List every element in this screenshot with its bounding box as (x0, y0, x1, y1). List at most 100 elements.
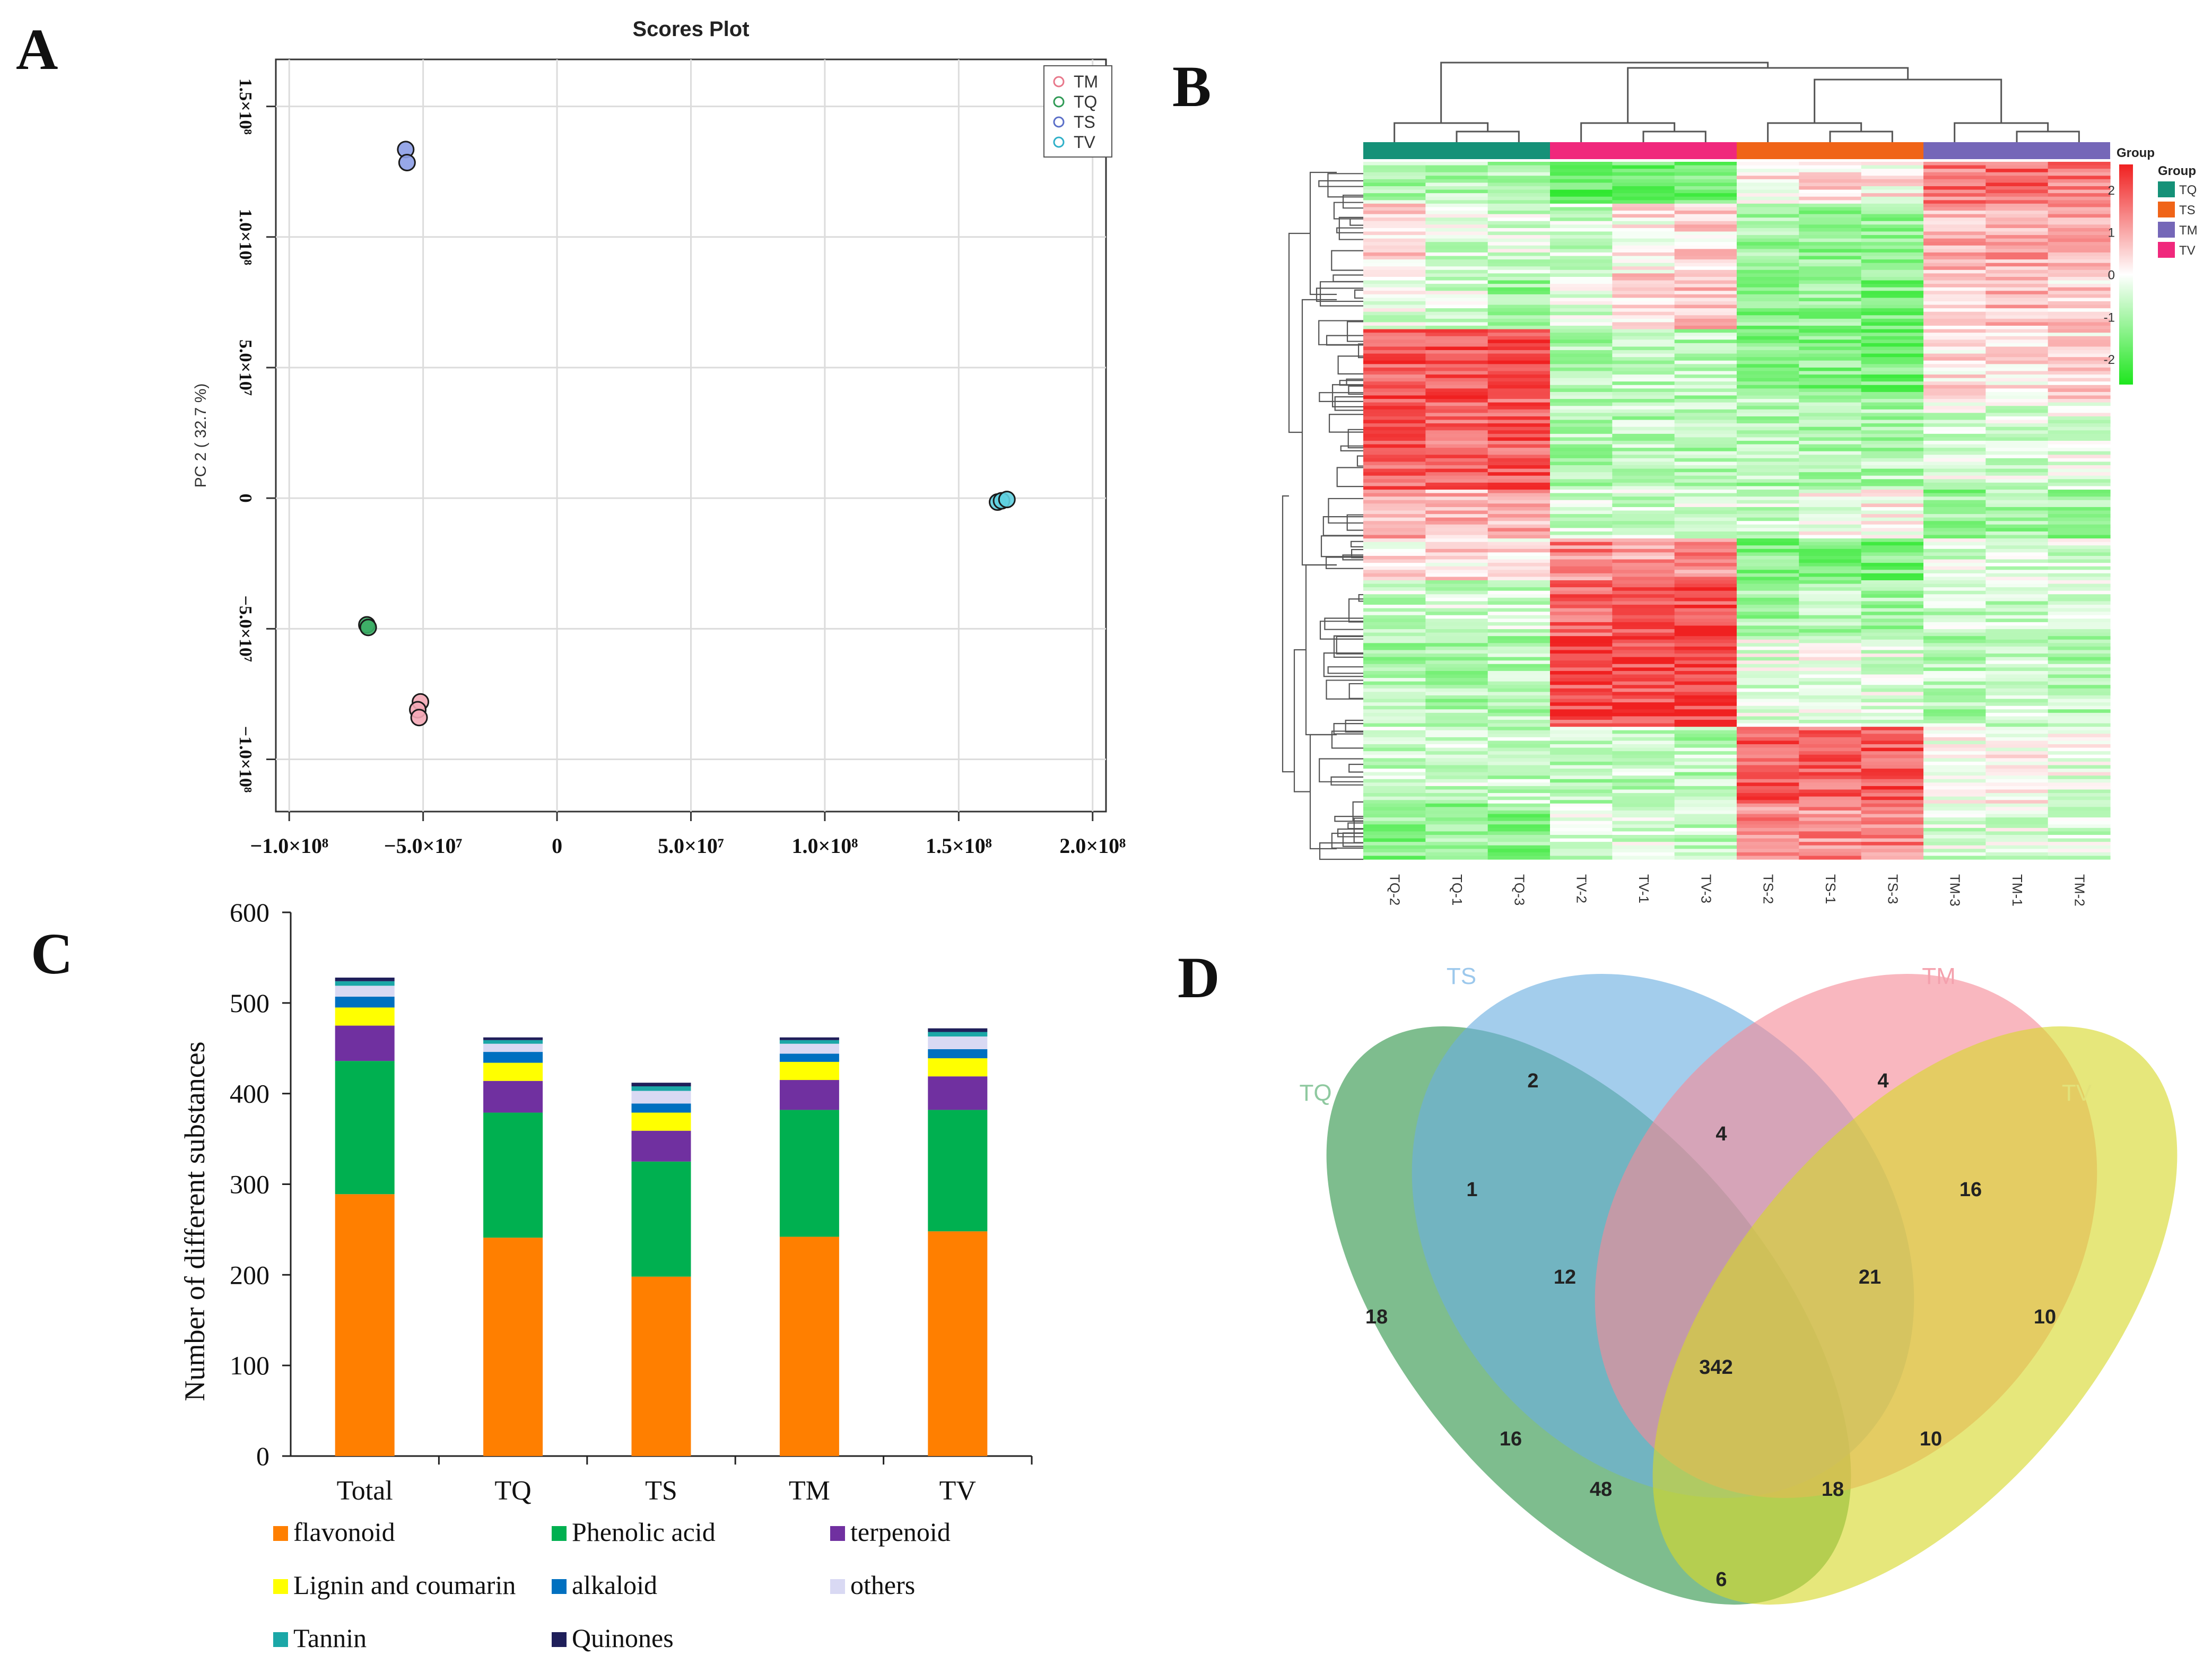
heatmap-cell (1861, 552, 1924, 556)
heatmap-cell (1923, 465, 1986, 469)
heatmap-cell (1985, 224, 2049, 229)
heatmap-cell (1487, 636, 1551, 640)
heatmap-cell (1487, 646, 1551, 651)
heatmap-cell (1923, 503, 1986, 508)
heatmap-cell (1923, 423, 1986, 428)
heatmap-cell (1985, 824, 2049, 829)
heatmap-cell (1425, 256, 1488, 260)
heatmap-cell (1674, 235, 1737, 239)
heatmap-cell (1985, 751, 2049, 755)
heatmap-cell (1674, 259, 1737, 264)
heatmap-cell (1799, 597, 1862, 602)
heatmap-cell (1799, 486, 1862, 490)
y-tick-label: 500 (230, 988, 269, 1018)
heatmap-cell (1923, 231, 1986, 236)
heatmap-cell (1799, 214, 1862, 218)
heatmap-cell (1985, 720, 2049, 724)
bar-segment-flavonoid (928, 1231, 988, 1456)
heatmap-cell (1923, 441, 1986, 445)
heatmap-cell (1425, 406, 1488, 410)
heatmap-cell (1985, 186, 2049, 190)
heatmap-cell (1612, 479, 1675, 483)
heatmap-cell (1737, 217, 1799, 222)
heatmap-cell (2048, 772, 2111, 776)
heatmap-cell (1363, 849, 1426, 853)
heatmap-cell (1487, 678, 1551, 682)
heatmap-cell (1737, 605, 1799, 609)
heatmap-cell (1923, 709, 1986, 713)
heatmap-cell (1550, 737, 1613, 742)
dendrogram-leaf (1340, 445, 1363, 451)
heatmap-cell (1923, 245, 1986, 249)
heatmap-cell (1612, 430, 1675, 434)
heatmap-cell (1861, 559, 1924, 563)
heatmap-cell (1737, 786, 1799, 790)
heatmap-cell (1674, 287, 1737, 291)
heatmap-cell (1674, 203, 1737, 208)
heatmap-cell (1985, 333, 2049, 337)
heatmap-cell (1425, 458, 1488, 463)
heatmap-cell (1612, 824, 1675, 829)
heatmap-cell (1985, 326, 2049, 330)
heatmap-cell (1861, 521, 1924, 525)
heatmap-cell (2048, 542, 2111, 546)
heatmap-cell (1612, 493, 1675, 497)
heatmap-cell (1923, 444, 1986, 448)
heatmap-cell (2048, 196, 2111, 201)
group-legend-swatch-tv (2158, 242, 2175, 258)
heatmap-cell (1737, 507, 1799, 511)
heatmap-cell (1425, 685, 1488, 689)
heatmap-cell (1612, 699, 1675, 703)
heatmap-cell (1363, 353, 1426, 358)
heatmap-cell (1799, 217, 1862, 222)
heatmap-cell (1425, 521, 1488, 525)
heatmap-cell (1363, 304, 1426, 309)
bar-segment-lignin-and-coumarin (928, 1058, 988, 1077)
heatmap-cell (1425, 186, 1488, 190)
heatmap-cell (1425, 769, 1488, 773)
heatmap-cell (1985, 448, 2049, 452)
heatmap-cell (1799, 838, 1862, 842)
heatmap-cell (2048, 580, 2111, 585)
heatmap-cell (1674, 821, 1737, 825)
heatmap-cell (1674, 566, 1737, 570)
heatmap-cell (1674, 263, 1737, 267)
heatmap-cell (1550, 786, 1613, 790)
heatmap-cell (1550, 695, 1613, 700)
heatmap-cell (1550, 465, 1613, 469)
heatmap-cell (1550, 189, 1613, 194)
heatmap-cell (1674, 650, 1737, 654)
heatmap-cell (1612, 441, 1675, 445)
heatmap-cell (1425, 587, 1488, 591)
heatmap-cell (1985, 793, 2049, 797)
heatmap-cell (1363, 622, 1426, 626)
heatmap-cell (1923, 772, 1986, 776)
bar-segment-terpenoid (483, 1081, 543, 1113)
heatmap-cell (1363, 712, 1426, 717)
heatmap-cell (1363, 531, 1426, 536)
heatmap-cell (1985, 754, 2049, 759)
heatmap-cell (1674, 423, 1737, 428)
heatmap-cell (1985, 430, 2049, 434)
heatmap-cell (1985, 838, 2049, 842)
heatmap-cell (1550, 769, 1613, 773)
heatmap-cell (2048, 660, 2111, 665)
heatmap-cell (1363, 747, 1426, 752)
heatmap-cell (1363, 524, 1426, 528)
heatmap-cell (1923, 548, 1986, 553)
heatmap-cell (1487, 242, 1551, 246)
heatmap-cell (1612, 720, 1675, 724)
heatmap-cell (1923, 315, 1986, 319)
bar-segment-quinones (631, 1083, 691, 1086)
heatmap-cell (1363, 426, 1426, 431)
heatmap-cell (1425, 507, 1488, 511)
heatmap-cell (1737, 793, 1799, 797)
heatmap-cell (1985, 259, 2049, 264)
heatmap-cell (1612, 514, 1675, 518)
heatmap-cell (1985, 814, 2049, 818)
heatmap-column-label: TS-1 (1823, 874, 1839, 904)
heatmap-cell (1674, 720, 1737, 724)
heatmap-cell (1985, 653, 2049, 658)
heatmap-cell (1861, 336, 1924, 340)
heatmap-cell (1737, 374, 1799, 379)
